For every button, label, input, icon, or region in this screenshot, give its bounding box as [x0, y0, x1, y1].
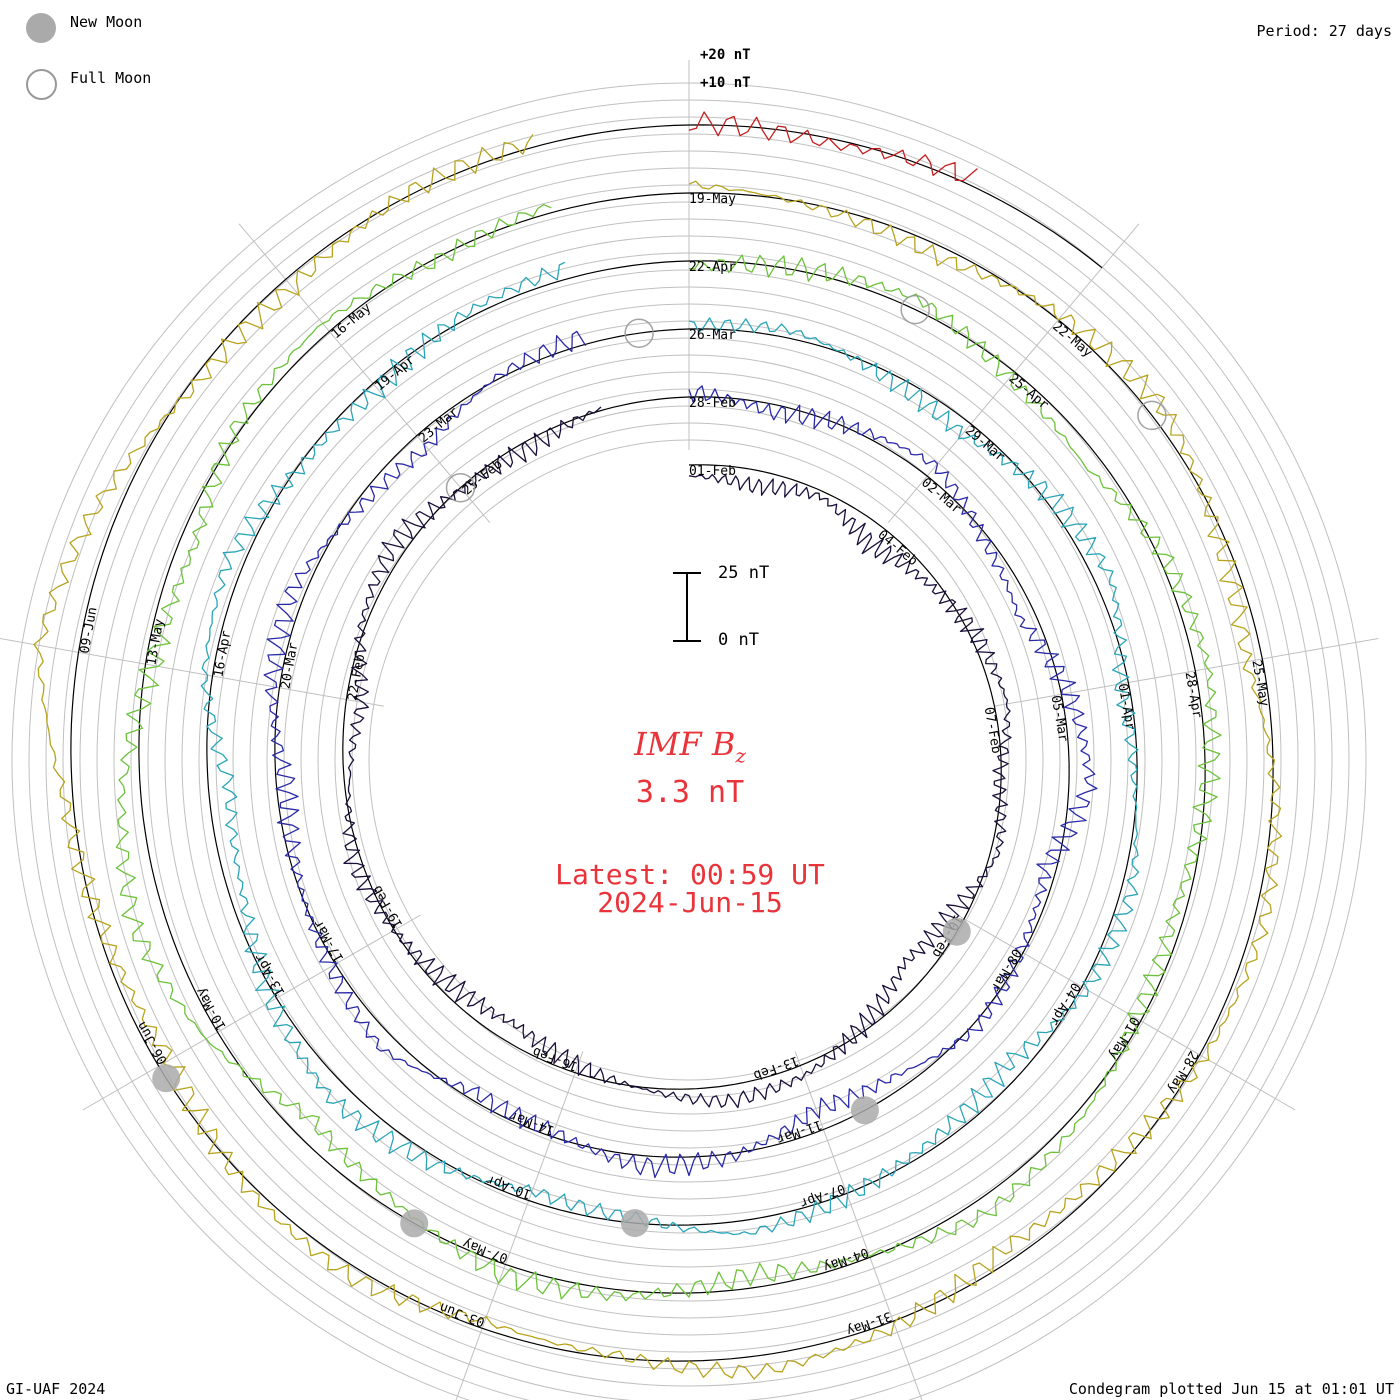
- data-series: [33, 111, 1283, 1380]
- center-title-main: IMF B: [634, 725, 736, 763]
- series-line: [263, 330, 1098, 1179]
- scale-bar-top-label: 25 nT: [718, 563, 770, 583]
- full-moon-icon: [26, 69, 57, 100]
- center-latest: Latest: 00:59 UT: [555, 858, 825, 891]
- date-label: 05-Mar: [1048, 694, 1071, 743]
- date-label: 25-May: [1248, 659, 1271, 708]
- new-moon-marker: [942, 917, 971, 946]
- center-title: IMF Bz: [440, 725, 940, 767]
- center-date: 2024-Jun-15: [597, 886, 783, 919]
- date-label: 01-Feb: [689, 464, 736, 479]
- radial-spoke: [238, 223, 491, 523]
- full-moon-marker: [1137, 400, 1167, 431]
- new-moon-marker: [400, 1209, 429, 1238]
- date-label: 26-Mar: [689, 328, 736, 343]
- date-label: 28-Apr: [1182, 671, 1205, 720]
- date-label: 19-May: [689, 192, 736, 207]
- series-line: [33, 133, 1283, 1380]
- scale-label-10: +10 nT: [700, 75, 751, 91]
- series-line: [342, 406, 1012, 1109]
- date-label: 09-Jun: [78, 606, 101, 655]
- radial-spoke: [0, 638, 384, 707]
- center-title-sub: z: [735, 743, 746, 768]
- full-moon-marker: [900, 294, 930, 325]
- series-line: [688, 111, 978, 182]
- scale-bar-bottom-label: 0 nT: [718, 630, 759, 650]
- scale-bar: [673, 572, 701, 642]
- date-label: 22-Apr: [689, 260, 736, 275]
- radial-spoke: [794, 1051, 923, 1400]
- date-label: 01-Apr: [1115, 682, 1138, 731]
- new-moon-icon: [26, 13, 56, 43]
- footer-left: GI-UAF 2024: [6, 1380, 106, 1398]
- series-line: [115, 204, 1222, 1302]
- full-moon-marker: [445, 472, 476, 503]
- center-value: 3.3 nT: [635, 775, 745, 810]
- date-label: 06-Jun: [134, 1019, 170, 1067]
- new-moon-label: New Moon: [70, 13, 143, 31]
- series-line: [200, 261, 1140, 1236]
- date-label: 07-Apr: [798, 1180, 847, 1210]
- scale-label-20: +20 nT: [700, 47, 751, 63]
- radial-spoke: [957, 914, 1296, 1111]
- new-moon-marker: [620, 1209, 649, 1238]
- period-label: Period: 27 days: [1256, 22, 1392, 40]
- radial-spoke: [994, 637, 1379, 707]
- full-moon-label: Full Moon: [70, 69, 152, 87]
- date-label: 07-Feb: [981, 706, 1004, 755]
- date-label: 04-May: [821, 1244, 870, 1274]
- footer-right: Condegram plotted Jun 15 at 01:01 UT: [1068, 1380, 1394, 1398]
- full-moon-marker: [624, 318, 654, 348]
- radial-spoke: [455, 1051, 584, 1400]
- date-label: 28-Feb: [689, 396, 736, 411]
- radial-spoke: [82, 914, 421, 1111]
- grid-circles: [11, 82, 1367, 1400]
- radial-spokes: [0, 60, 1379, 1400]
- new-moon-marker: [850, 1096, 879, 1125]
- new-moon-marker: [152, 1064, 181, 1093]
- moon-markers: [152, 294, 1167, 1238]
- date-label: 11-Mar: [774, 1116, 823, 1146]
